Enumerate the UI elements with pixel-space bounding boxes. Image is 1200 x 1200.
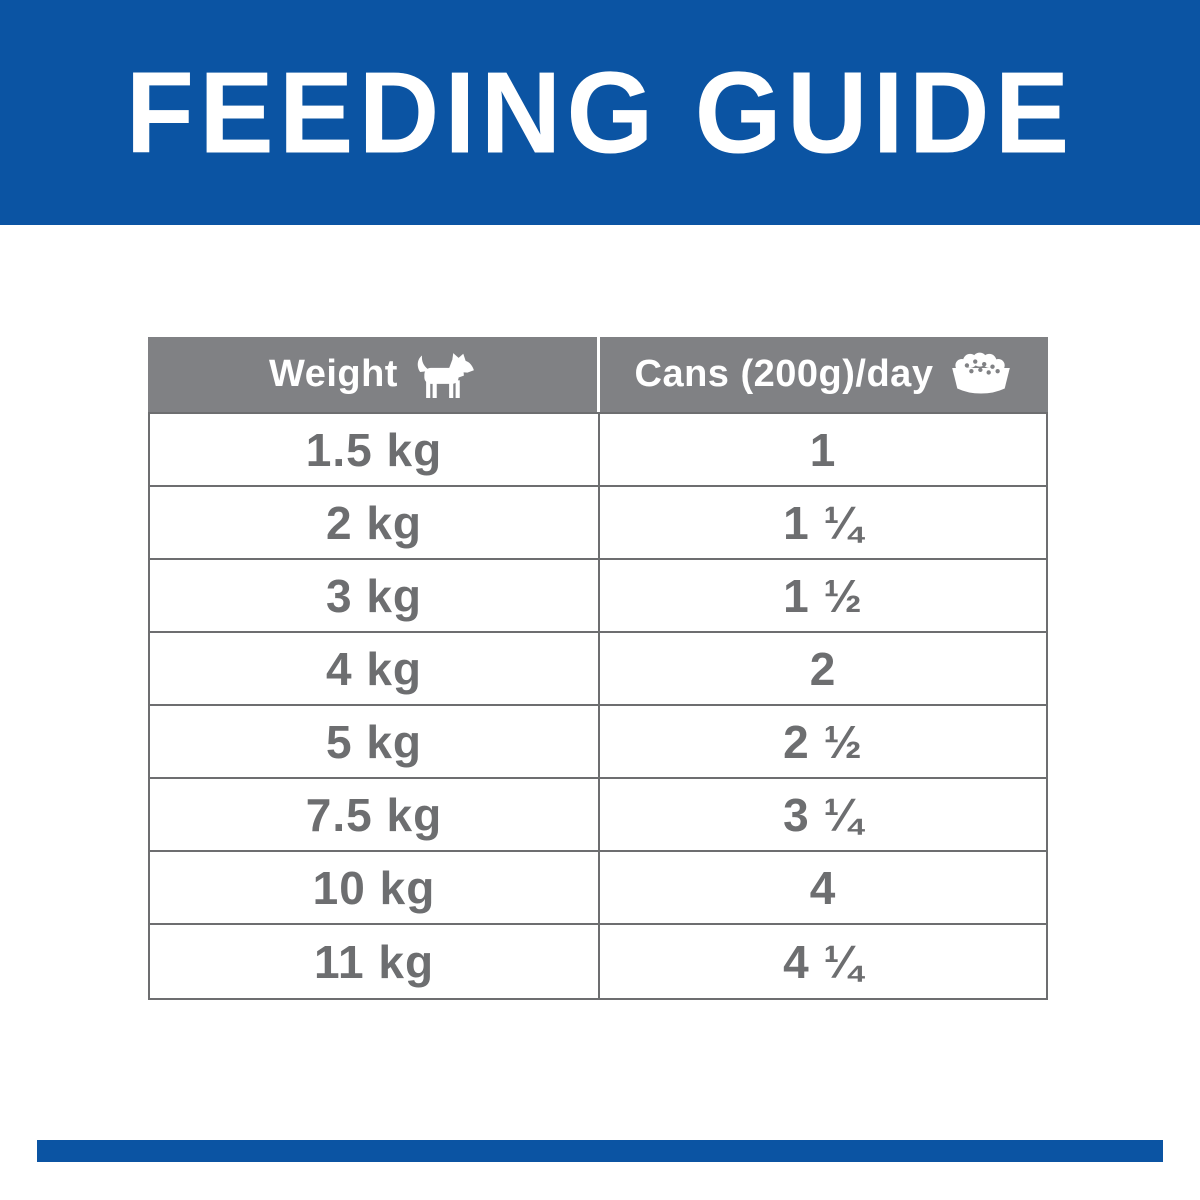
page-title: FEEDING GUIDE xyxy=(125,47,1075,178)
food-bowl-icon xyxy=(949,352,1013,398)
weight-column-header: Weight xyxy=(148,337,600,412)
table-row: 11 kg 4 ¼ xyxy=(150,925,1046,998)
weight-cell: 7.5 kg xyxy=(150,779,600,850)
weight-cell: 10 kg xyxy=(150,852,600,923)
table-row: 5 kg 2 ½ xyxy=(150,706,1046,779)
table-header-row: Weight xyxy=(148,337,1048,412)
cans-cell: 1 ½ xyxy=(783,569,863,622)
dog-icon xyxy=(414,352,476,398)
table-row: 2 kg 1 ¼ xyxy=(150,487,1046,560)
cans-cell: 4 ¼ xyxy=(783,935,863,988)
table-row: 7.5 kg 3 ¼ xyxy=(150,779,1046,852)
weight-cell: 3 kg xyxy=(150,560,600,631)
table-row: 3 kg 1 ½ xyxy=(150,560,1046,633)
feeding-table: Weight xyxy=(148,337,1048,1000)
footer-accent-bar xyxy=(37,1140,1163,1162)
weight-cell: 5 kg xyxy=(150,706,600,777)
weight-column-label: Weight xyxy=(269,353,398,395)
weight-cell: 2 kg xyxy=(150,487,600,558)
weight-cell: 11 kg xyxy=(150,925,600,998)
table-body: 1.5 kg 1 2 kg 1 ¼ 3 kg 1 ½ 4 kg 2 5 kg 2… xyxy=(148,412,1048,1000)
weight-cell: 4 kg xyxy=(150,633,600,704)
table-row: 1.5 kg 1 xyxy=(150,414,1046,487)
cans-column-header: Cans (200g)/day xyxy=(600,337,1048,412)
cans-cell: 3 ¼ xyxy=(783,788,863,841)
cans-cell: 4 xyxy=(809,861,837,914)
cans-column-label: Cans (200g)/day xyxy=(634,353,934,395)
cans-cell: 1 ¼ xyxy=(783,496,863,549)
cans-cell: 2 ½ xyxy=(783,715,863,768)
table-row: 4 kg 2 xyxy=(150,633,1046,706)
table-row: 10 kg 4 xyxy=(150,852,1046,925)
title-banner: FEEDING GUIDE xyxy=(0,0,1200,225)
cans-cell: 1 xyxy=(809,423,837,476)
weight-cell: 1.5 kg xyxy=(150,414,600,485)
cans-cell: 2 xyxy=(809,642,837,695)
